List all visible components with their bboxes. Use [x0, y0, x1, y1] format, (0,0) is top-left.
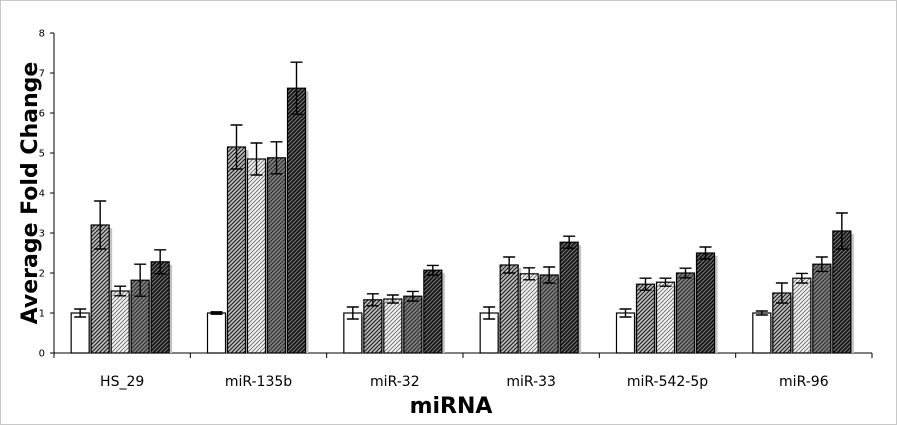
y-tick-label: 0: [39, 349, 45, 360]
bar: [615, 312, 636, 354]
error-bar: [290, 61, 303, 115]
bar: [559, 241, 579, 354]
axes: 0 1 2 3 4 5 6 7 8 HS_29 miR-135b miR-32 miR-33 miR-54…: [39, 29, 873, 390]
bar: [110, 290, 130, 354]
x-axis-label: miRNA: [410, 394, 493, 419]
error-bar: [543, 266, 556, 284]
x-tick-label: miR-32: [370, 374, 420, 390]
bar: [246, 158, 267, 354]
y-tick-label: 4: [39, 189, 45, 200]
error-bar: [426, 264, 439, 276]
error-bar: [230, 124, 243, 170]
bar: [539, 274, 559, 354]
bar: [635, 283, 656, 354]
bars: [70, 61, 854, 354]
x-tick-label: miR-33: [506, 374, 556, 390]
bar: [286, 87, 307, 354]
error-bar: [250, 142, 263, 176]
bar: [266, 157, 287, 354]
bar: [792, 277, 812, 354]
error-bar: [563, 235, 576, 249]
error-bar: [699, 246, 712, 260]
error-bar: [619, 308, 632, 318]
error-bar: [815, 256, 828, 273]
error-bar: [795, 272, 808, 284]
bar: [70, 312, 90, 354]
error-bar: [386, 294, 399, 304]
error-bar: [483, 306, 496, 320]
bar: [226, 146, 247, 354]
y-tick-label: 2: [39, 269, 45, 280]
bar: [363, 299, 383, 354]
bar: [499, 264, 519, 354]
error-bar: [755, 310, 768, 316]
error-bar: [210, 311, 223, 315]
bar: [655, 281, 676, 354]
bar: [423, 269, 443, 354]
bar: [812, 263, 832, 354]
error-bar: [114, 285, 127, 297]
error-bar: [366, 293, 379, 307]
error-bar: [679, 267, 692, 279]
error-bar: [346, 306, 359, 320]
error-bar: [406, 290, 419, 302]
x-tick-label: HS_29: [100, 374, 144, 390]
y-tick-label: 7: [39, 69, 45, 80]
error-bar: [659, 277, 672, 287]
error-bar: [503, 256, 516, 274]
error-bar: [270, 141, 283, 175]
bar: [383, 298, 403, 354]
y-tick-label: 6: [39, 109, 45, 120]
error-bar: [835, 212, 848, 250]
bar: [752, 312, 772, 354]
error-bar: [74, 308, 87, 318]
x-tick-label: miR-135b: [225, 374, 292, 390]
x-tick-label: miR-542-5p: [627, 374, 708, 390]
error-bar: [523, 267, 536, 281]
y-axis-label: Average Fold Change: [18, 62, 43, 325]
error-bar: [94, 200, 107, 250]
error-bar: [639, 277, 652, 291]
y-tick-label: 8: [39, 29, 45, 40]
error-bar: [775, 282, 788, 304]
bar: [150, 261, 170, 354]
y-tick-label: 5: [39, 149, 45, 160]
error-bar: [134, 263, 147, 297]
error-bar: [154, 249, 167, 275]
y-tick-label: 3: [39, 229, 45, 240]
bar: [403, 295, 423, 354]
y-tick-label: 1: [39, 309, 45, 320]
bar: [519, 273, 539, 354]
x-tick-label: miR-96: [779, 374, 829, 390]
bar: [206, 312, 227, 354]
bar: [695, 252, 716, 354]
bar: [675, 272, 696, 354]
